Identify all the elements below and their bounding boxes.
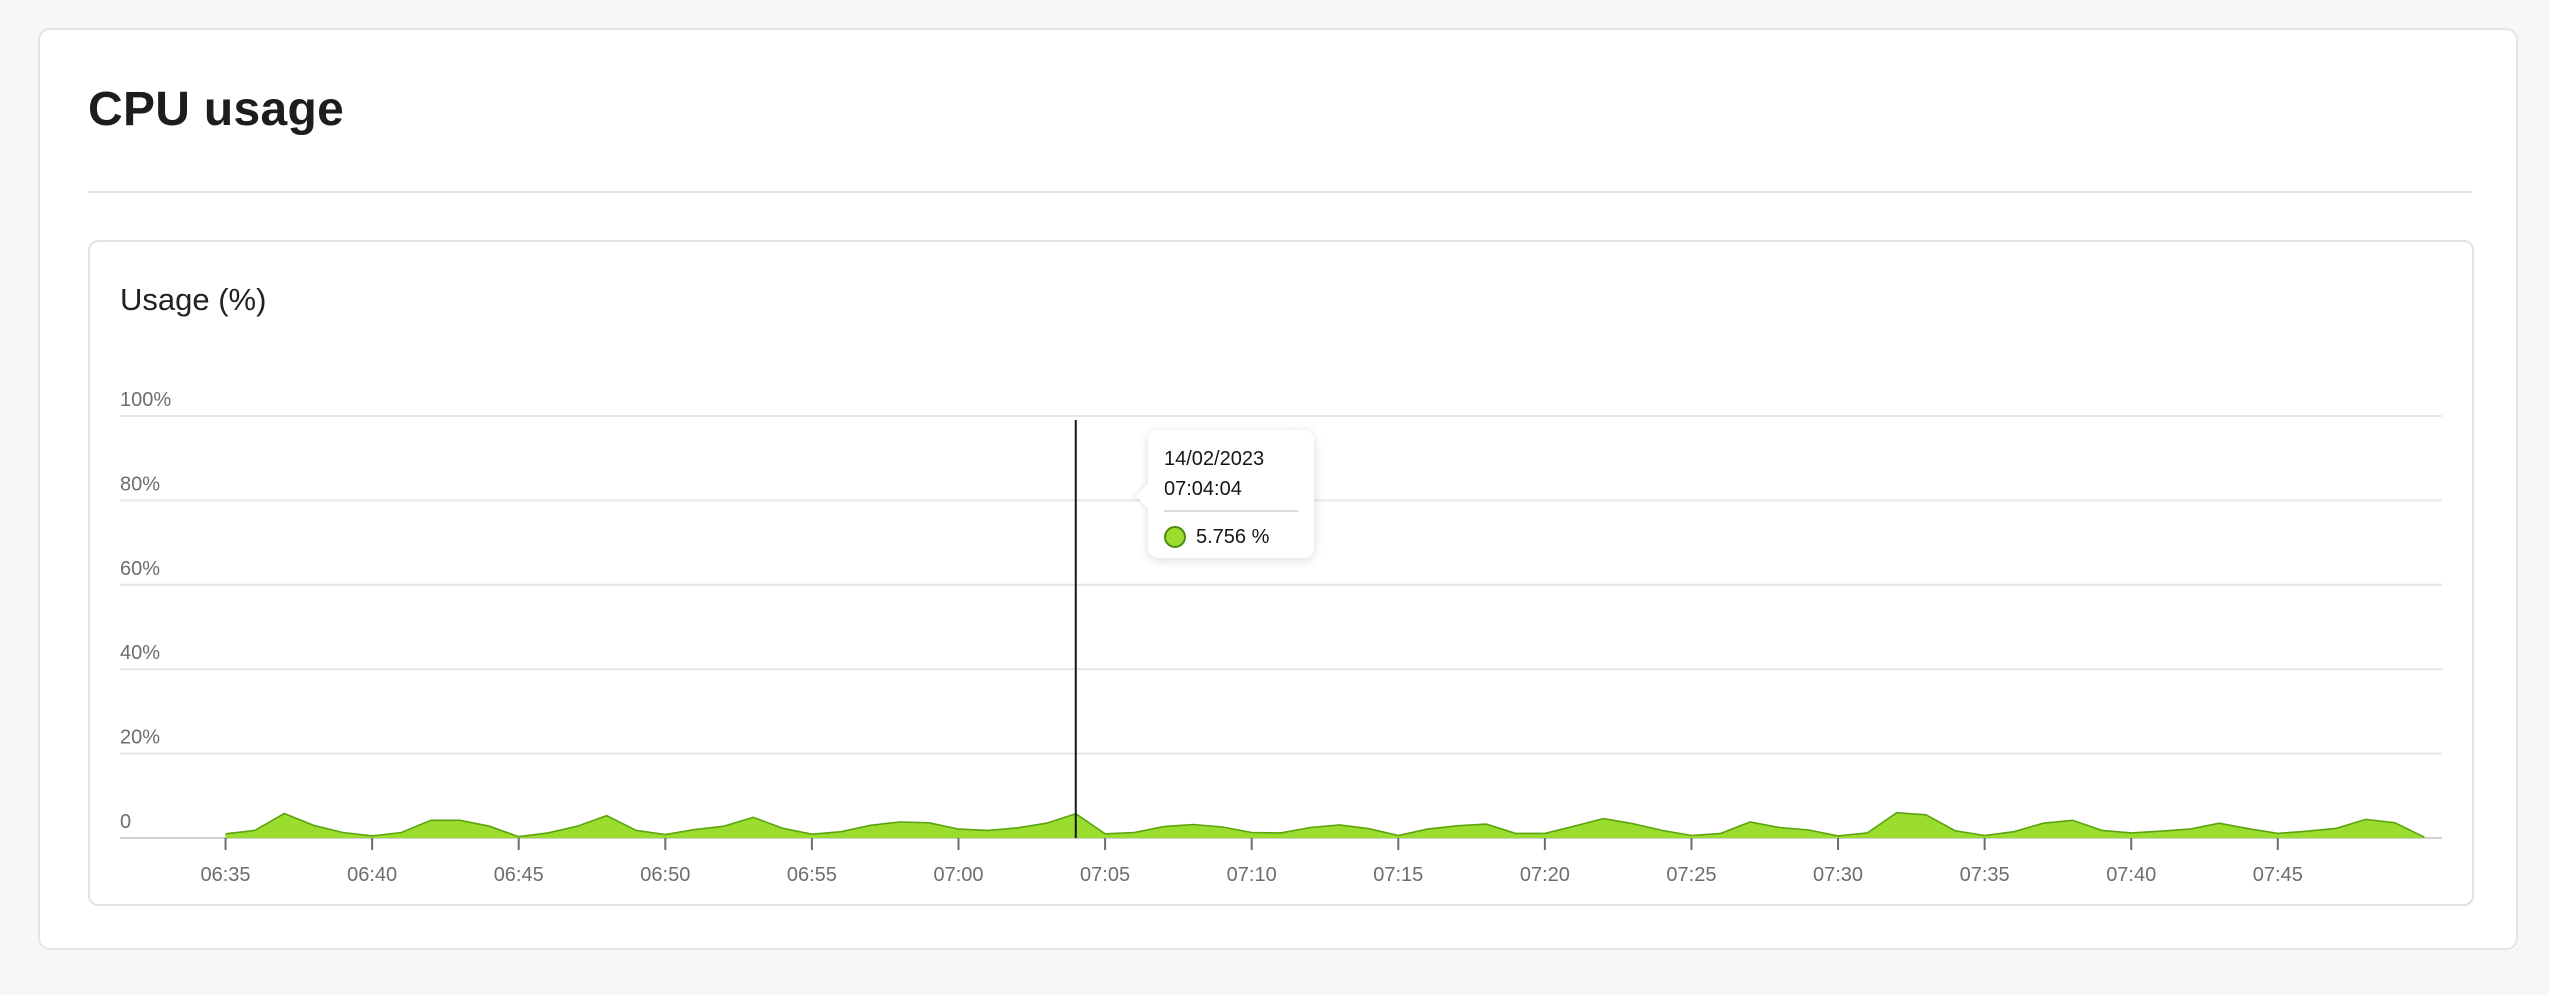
tooltip-value-row: 5.756 % — [1164, 522, 1298, 552]
x-tick-label: 07:10 — [1227, 864, 1277, 886]
x-tick-label: 07:20 — [1520, 864, 1570, 886]
x-tick-label: 06:55 — [787, 864, 837, 886]
card-divider — [88, 191, 2472, 193]
y-axis-labels: 0 20% 40% 60% 80% 100% — [120, 389, 171, 833]
y-tick-label: 20% — [120, 727, 160, 749]
y-tick-label: 80% — [120, 473, 160, 495]
x-tick-label: 07:40 — [2106, 864, 2156, 886]
card-title: CPU usage — [88, 83, 345, 136]
usage-series — [225, 811, 2425, 838]
x-tick-label: 06:45 — [494, 864, 544, 886]
x-tick-label: 07:00 — [933, 864, 983, 886]
series-area-0 — [225, 812, 2425, 838]
y-tick-label: 60% — [120, 558, 160, 580]
x-tick-label: 06:50 — [640, 864, 690, 886]
x-tick-label: 07:25 — [1666, 864, 1716, 886]
x-tick-label: 06:35 — [201, 864, 251, 886]
chart-title: Usage (%) — [120, 282, 267, 317]
cpu-usage-card: CPU usage Usage (%) 0 20% 40% 60% 80% 100% 06… — [38, 28, 2518, 950]
x-tick-label: 06:40 — [347, 864, 397, 886]
x-axis: 06:35 06:40 06:45 06:50 06:55 07:00 07:05 07:10… — [201, 838, 2303, 886]
y-tick-label: 40% — [120, 642, 160, 664]
tooltip-divider — [1164, 510, 1298, 512]
hover-tooltip: 14/02/2023 07:04:04 5.756 % — [1148, 430, 1314, 558]
x-tick-label: 07:05 — [1080, 864, 1130, 886]
x-tick-label: 07:45 — [2253, 864, 2303, 886]
tooltip-time: 07:04:04 — [1164, 478, 1242, 500]
tooltip-value: 5.756 % — [1196, 526, 1270, 548]
usage-area-chart[interactable]: 020%40%60%80%100% 06:35 06:40 06:45 06:50 06… — [90, 242, 2476, 908]
x-tick-label: 07:30 — [1813, 864, 1863, 886]
tooltip-date: 14/02/2023 — [1164, 448, 1265, 470]
usage-chart-card: Usage (%) 0 20% 40% 60% 80% 100% 06:35 06:40 06… — [88, 240, 2474, 906]
y-tick-label: 100% — [120, 389, 171, 411]
series-swatch — [1164, 526, 1186, 548]
x-tick-label: 07:15 — [1373, 864, 1423, 886]
x-tick-label: 07:35 — [1960, 864, 2010, 886]
series-line-0 — [225, 811, 2425, 838]
y-tick-label: 0 — [120, 811, 131, 833]
